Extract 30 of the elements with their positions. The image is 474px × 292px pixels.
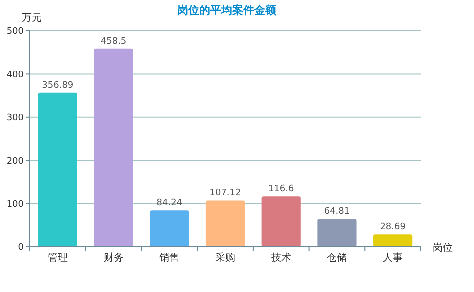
y-tick-label: 100 — [6, 200, 24, 210]
x-tick-label: 仓储 — [327, 252, 348, 264]
data-label: 84.24 — [156, 198, 183, 209]
data-label: 458.5 — [100, 36, 127, 47]
bar — [94, 48, 134, 247]
bar — [262, 196, 301, 247]
y-tick-label: 500 — [6, 27, 24, 38]
y-tick-label: 400 — [6, 70, 24, 80]
x-tick-label: 采购 — [216, 252, 236, 264]
bar — [38, 92, 78, 247]
bar — [206, 200, 246, 247]
y-axis-title: 万元 — [22, 13, 42, 24]
x-tick-label: 技术 — [270, 252, 292, 264]
x-axis-title: 岗位 — [433, 242, 453, 254]
chart-title: 岗位的平均案件金额 — [178, 4, 278, 17]
bar — [318, 219, 357, 247]
data-label: 64.81 — [324, 207, 350, 217]
x-tick-label: 人事 — [383, 252, 404, 264]
x-tick-label: 销售 — [158, 252, 180, 264]
data-label: 356.89 — [42, 80, 74, 91]
bar — [374, 234, 413, 247]
x-tick-label: 管理 — [48, 253, 68, 264]
x-tick-label: 财务 — [104, 252, 124, 264]
y-tick-label: 0 — [18, 243, 24, 254]
data-label: 107.12 — [210, 188, 242, 199]
y-tick-label: 200 — [6, 156, 24, 167]
data-label: 28.69 — [380, 222, 406, 233]
y-tick-label: 300 — [6, 114, 24, 124]
bar — [150, 210, 190, 247]
data-label: 116.6 — [268, 184, 295, 195]
